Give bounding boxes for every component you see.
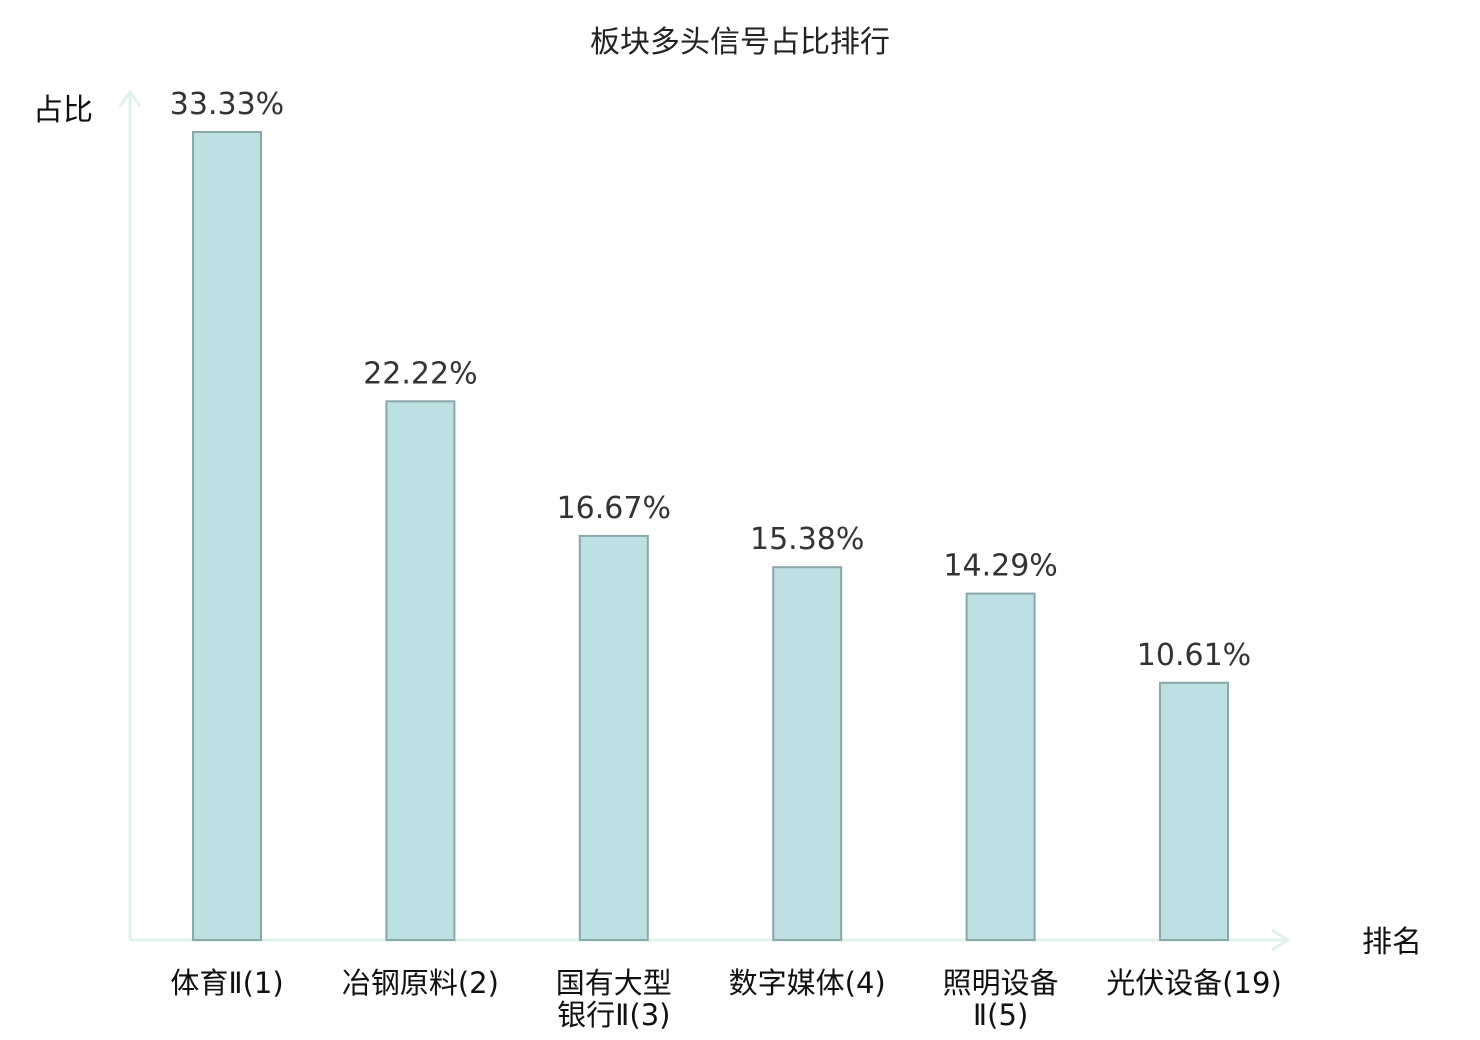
category-label-1: 体育Ⅱ(1) [170,966,283,1000]
category-label-6-line-1: 光伏设备(19) [1106,966,1282,1000]
category-label-4-line-1: 数字媒体(4) [729,966,886,1000]
category-labels-group: 体育Ⅱ(1) 冶钢原料(2) 国有大型银行Ⅱ(3) 数字媒体(4) 照明设备 Ⅱ(5) 光伏… [170,966,1281,1032]
category-label-5: 照明设备 Ⅱ(5) [943,966,1059,1032]
value-label-6: 10.61% [1137,638,1251,673]
category-label-3: 国有大型银行Ⅱ(3) [556,966,672,1032]
x-axis-arrow [1271,928,1291,952]
category-label-2: 冶钢原料(2) [342,966,499,1000]
y-axis-title: 占比 [33,93,93,128]
bar-6 [1159,681,1229,941]
y-axis-arrow [118,89,142,107]
value-label-2: 22.22% [363,356,477,391]
category-label-1-line-1: 体育Ⅱ(1) [170,966,283,1000]
x-axis [130,928,1291,952]
value-label-1: 33.33% [170,87,284,122]
category-label-3-line-1: 国有大型 [556,966,672,1000]
value-label-5: 14.29% [943,549,1057,584]
category-label-4: 数字媒体(4) [729,966,886,1000]
chart-title: 板块多头信号占比排行 [590,25,890,60]
bars-group [192,131,1229,942]
category-label-2-line-1: 冶钢原料(2) [342,966,499,1000]
bar-5 [965,592,1036,941]
bar-4 [772,566,843,941]
category-label-5-line-2: Ⅱ(5) [973,998,1028,1032]
bar-2 [385,400,456,941]
value-label-3: 16.67% [557,491,671,526]
category-label-3-line-2: 银行Ⅱ(3) [557,998,670,1032]
bar-3 [578,534,649,942]
value-label-4: 15.38% [750,522,864,557]
category-label-6: 光伏设备(19) [1106,966,1282,1000]
category-label-5-line-1: 照明设备 [943,966,1059,1000]
value-labels-group: 33.33% 22.22% 16.67% 15.38% 14.29% 10.61% [170,87,1251,673]
y-axis [118,89,142,940]
bar-1 [192,131,262,941]
x-axis-title: 排名 [1362,925,1422,960]
